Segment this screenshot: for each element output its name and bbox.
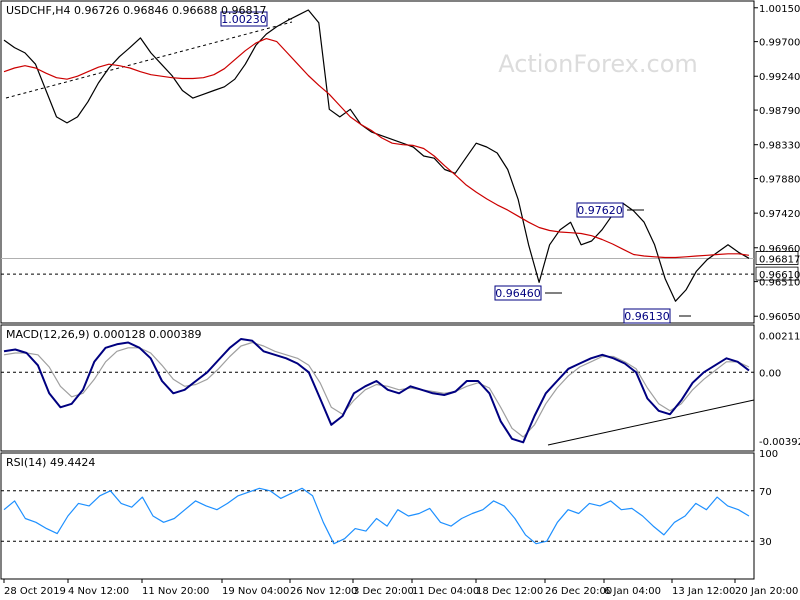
price-y-tick-label: 0.96510: [759, 278, 800, 289]
price-y-tick-label: 0.97420: [759, 209, 800, 220]
x-tick-label: 3 Dec 20:00: [353, 586, 414, 597]
x-tick-label: 4 Nov 12:00: [68, 586, 129, 597]
price-panel-title: USDCHF,H4 0.96726 0.96846 0.96688 0.9681…: [6, 4, 267, 17]
moving-average-line: [3, 37, 750, 259]
annotation-box: [576, 202, 624, 218]
annotation-box: [494, 285, 542, 301]
rsi-y-tick-label: 30: [759, 537, 772, 548]
annotation-label: 0.96130: [624, 310, 670, 323]
price-y-tick-label: 0.99240: [759, 72, 800, 83]
support-level-label: 0.96610: [759, 270, 800, 281]
price-panel-frame: [0, 0, 755, 324]
x-tick-label: 11 Nov 20:00: [142, 586, 209, 597]
x-tick-label: 13 Jan 12:00: [672, 586, 735, 597]
x-tick-label: 26 Dec 20:00: [545, 586, 612, 597]
watermark: ActionForex.com: [498, 50, 698, 78]
annotation-box: [623, 308, 671, 324]
rsi-y-tick-label: 70: [759, 487, 772, 498]
price-y-tick-label: 1.00150: [759, 4, 800, 15]
current-price-label: 0.96817: [759, 255, 800, 266]
macd-panel-frame: [0, 324, 755, 452]
price-y-tick-label: 0.98790: [759, 106, 800, 117]
support-level-box: [755, 266, 799, 281]
macd-y-tick-label: 0.00: [759, 368, 781, 379]
price-y-tick-label: 0.97880: [759, 175, 800, 186]
x-tick-label: 18 Dec 12:00: [476, 586, 543, 597]
macd-y-tick-label: 0.002113: [759, 331, 800, 342]
rsi-line: [3, 487, 750, 545]
x-tick-label: 28 Oct 2019: [4, 586, 66, 597]
price-trendline: [5, 21, 293, 99]
annotation-label: 0.97620: [577, 204, 623, 217]
annotation-label: 0.96460: [495, 287, 541, 300]
price-y-tick-label: 0.96050: [759, 312, 800, 323]
x-tick-label: 6 Jan 04:00: [604, 586, 661, 597]
x-tick-label: 19 Nov 04:00: [222, 586, 289, 597]
price-y-tick-label: 0.96960: [759, 244, 800, 255]
price-y-tick-label: 0.98330: [759, 141, 800, 152]
annotation-box: [220, 11, 268, 27]
x-tick-label: 20 Jan 20:00: [735, 586, 798, 597]
x-tick-label: 11 Dec 04:00: [412, 586, 479, 597]
macd-y-tick-label: -0.003922: [759, 437, 800, 448]
x-tick-label: 26 Nov 12:00: [290, 586, 357, 597]
price-y-tick-label: 0.99700: [759, 38, 800, 49]
current-price-box: [755, 251, 799, 265]
rsi-y-tick-label: 100: [759, 449, 778, 460]
annotation-label: 1.00230: [221, 13, 267, 26]
macd-panel-title: MACD(12,26,9) 0.000128 0.000389: [6, 328, 202, 341]
macd-line: [3, 338, 750, 444]
rsi-panel-title: RSI(14) 49.4424: [6, 456, 95, 469]
rsi-panel-frame: [0, 452, 755, 580]
macd-trendline: [547, 399, 755, 446]
macd-signal-line: [3, 341, 750, 438]
